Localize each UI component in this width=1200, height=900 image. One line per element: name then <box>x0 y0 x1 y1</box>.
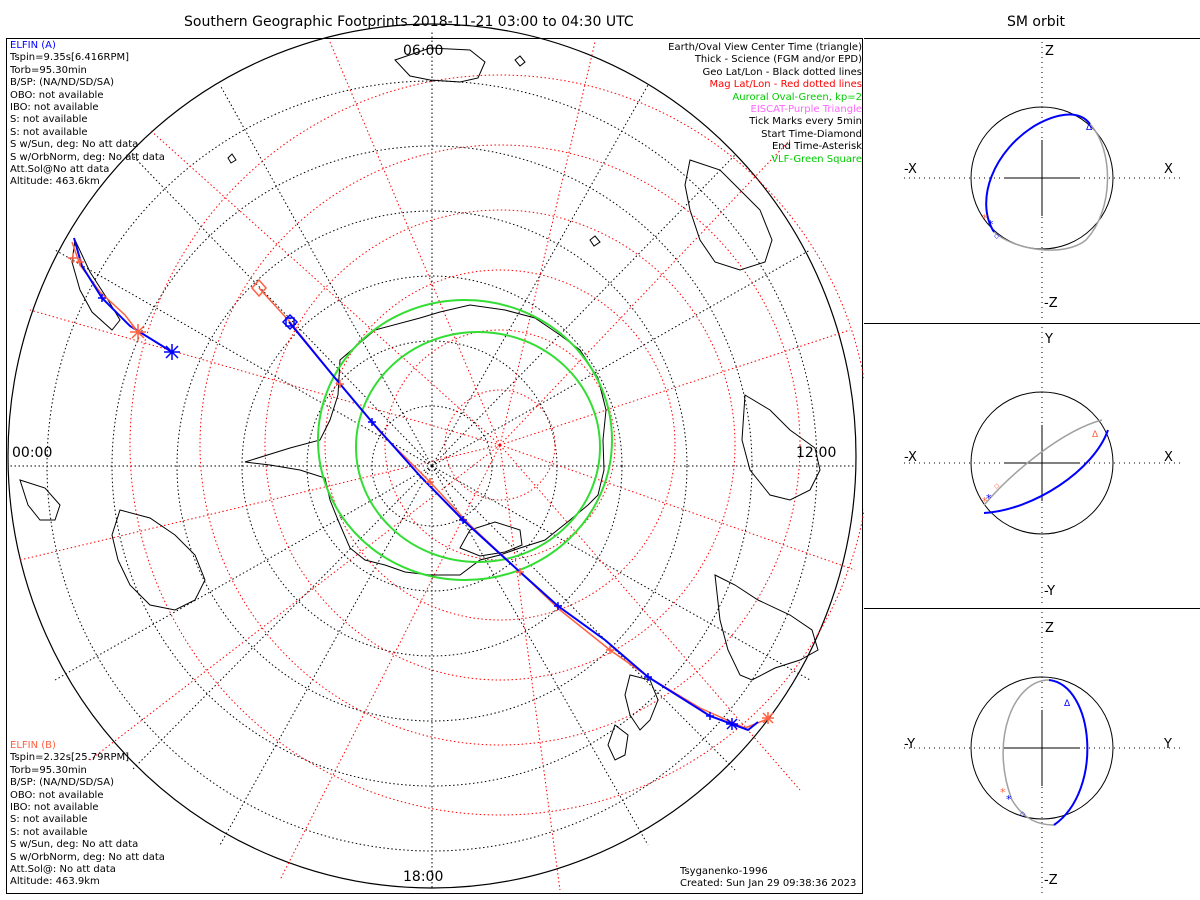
footprint-map-frame <box>6 38 863 894</box>
geo-meridians <box>10 32 856 890</box>
svg-text:◇: ◇ <box>994 232 1000 240</box>
elfin-a-track-2 <box>288 321 759 732</box>
svg-text:*: * <box>986 492 992 505</box>
elfin-a-line: S: not available <box>10 126 88 138</box>
svg-text:*: * <box>982 495 988 508</box>
legend-item: VLF-Green Square <box>771 153 862 165</box>
svg-text:◇: ◇ <box>1020 810 1026 818</box>
created-date: Created: Sun Jan 29 09:38:36 2023 <box>680 878 857 890</box>
auroral-ovals <box>317 299 613 581</box>
elfin-b-name: ELFIN (B) <box>10 740 56 751</box>
svg-text:Δ: Δ <box>1092 430 1099 440</box>
sm-xz-top-label: Z <box>1045 44 1054 59</box>
elfin-a-line: S: not available <box>10 114 88 126</box>
elfin-b-start-marker-top <box>68 253 78 263</box>
elfin-b-line: IBO: not available <box>10 802 99 814</box>
sm-xy-left-label: -X <box>904 450 917 465</box>
sm-xy-plot: Δ * * ◇ <box>904 327 1184 607</box>
auroral-oval-outer <box>317 299 613 581</box>
mag-pole-marker: * <box>497 443 502 453</box>
legend-item: Mag Lat/Lon - Red dotted lines <box>709 79 862 91</box>
sm-yz-plot: Δ * * ◇ <box>904 612 1184 895</box>
elfin-b-line: Torb=95.30min <box>10 764 87 776</box>
sm-panel-xy <box>864 323 1200 609</box>
elfin-b-line: S w/OrbNorm, deg: No att data <box>10 851 165 863</box>
sm-xy-bottom-label: -Y <box>1044 584 1056 599</box>
sm-xz-bottom-label: -Z <box>1044 296 1058 311</box>
elfin-a-line: Torb=95.30min <box>10 64 87 76</box>
elfin-b-line: B/SP: (NA/ND/SD/SA) <box>10 777 114 789</box>
sm-orbit-title: SM orbit <box>1007 14 1066 30</box>
sm-xz-right-label: X <box>1164 162 1173 177</box>
elfin-b-line: S: not available <box>10 826 88 838</box>
elfin-b-info: ELFIN (B) Tspin=2.32s[25.79RPM] Torb=95.… <box>10 740 165 889</box>
earth-limb <box>7 23 857 889</box>
elfin-b-line: S: not available <box>10 814 88 826</box>
legend-item: Geo Lat/Lon - Black dotted lines <box>702 66 862 78</box>
svg-text:*: * <box>1000 786 1006 799</box>
svg-text:*: * <box>1006 793 1012 806</box>
elfin-a-info: ELFIN (A) Tspin=9.35s[6.416RPM] Torb=95.… <box>10 40 165 189</box>
legend-item: Thick - Science (FGM and/or EPD) <box>694 54 862 66</box>
sm-xz-left-label: -X <box>904 162 917 177</box>
clock-label-1200: 12:00 <box>796 445 837 461</box>
elfin-a-start-diamond <box>281 313 299 331</box>
svg-text:*: * <box>982 212 988 225</box>
footprint-map: * * <box>7 23 864 891</box>
sm-xy-right-label: X <box>1164 450 1173 465</box>
elfin-b-line: Att.Sol@: No att data <box>10 864 116 876</box>
sm-xy-top-label: Y <box>1045 332 1053 347</box>
legend-item: Earth/Oval View Center Time (triangle) <box>668 42 862 53</box>
legend-item: Auroral Oval-Green, kp=2 <box>732 91 862 103</box>
clock-label-0600: 06:00 <box>403 43 444 59</box>
elfin-a-line: S w/OrbNorm, deg: No att data <box>10 151 165 163</box>
sm-xz-plot: Δ * * ◇ <box>904 42 1184 322</box>
elfin-a-line: Att.Sol@No att data <box>10 164 110 176</box>
elfin-b-line: Tspin=2.32s[25.79RPM] <box>10 752 130 764</box>
elfin-a-line: B/SP: (NA/ND/SD/SA) <box>10 77 114 89</box>
elfin-a-tick-marks <box>98 294 714 720</box>
sm-yz-top-label: Z <box>1045 621 1054 636</box>
elfin-b-line: OBO: not available <box>10 789 104 801</box>
elfin-a-end-asterisk <box>164 344 738 730</box>
svg-text:*: * <box>988 218 994 231</box>
elfin-a-line: Tspin=9.35s[6.416RPM] <box>10 52 130 64</box>
elfin-a-line: Altitude: 463.6km <box>10 176 100 188</box>
elfin-a-track-1 <box>73 237 173 353</box>
sm-yz-bottom-label: -Z <box>1044 873 1058 888</box>
elfin-b-end-asterisk <box>130 324 774 724</box>
sm-panel-xz <box>864 38 1200 324</box>
elfin-a-line: S w/Sun, deg: No att data <box>10 139 139 151</box>
elfin-a-line: OBO: not available <box>10 89 104 101</box>
clock-label-1800: 18:00 <box>403 869 444 885</box>
geo-pole-marker: * <box>430 463 435 473</box>
credits: Tsyganenko-1996 Created: Sun Jan 29 09:3… <box>680 866 856 891</box>
main-title: Southern Geographic Footprints 2018-11-2… <box>184 14 634 30</box>
svg-text:◇: ◇ <box>994 482 1000 490</box>
elfin-b-line: S w/Sun, deg: No att data <box>10 839 139 851</box>
legend-item: End Time-Asterisk <box>771 141 862 153</box>
elfin-b-tick-marks <box>76 258 614 654</box>
elfin-b-start-diamond <box>251 278 267 298</box>
legend-item: Start Time-Diamond <box>761 128 862 140</box>
elfin-a-line: IBO: not available <box>10 102 99 114</box>
sm-yz-left-label: -Y <box>904 737 916 752</box>
sm-panel-yz <box>864 608 1200 900</box>
legend-item: EISCAT-Purple Triangle <box>750 104 863 116</box>
clock-label-0000: 00:00 <box>12 445 53 461</box>
legend-item: Tick Marks every 5min <box>749 116 862 128</box>
legend: Earth/Oval View Center Time (triangle) T… <box>668 42 862 166</box>
sm-yz-right-label: Y <box>1164 737 1172 752</box>
svg-text:Δ: Δ <box>1064 699 1071 709</box>
sm-orbit-plots: Δ * * ◇ Δ * * ◇ Δ * * ◇ <box>904 42 1184 895</box>
elfin-b-line: Altitude: 463.9km <box>10 876 100 888</box>
auroral-oval-inner <box>355 331 601 563</box>
model-name: Tsyganenko-1996 <box>680 866 768 877</box>
svg-text:Δ: Δ <box>1086 123 1093 133</box>
elfin-a-name: ELFIN (A) <box>10 40 56 51</box>
